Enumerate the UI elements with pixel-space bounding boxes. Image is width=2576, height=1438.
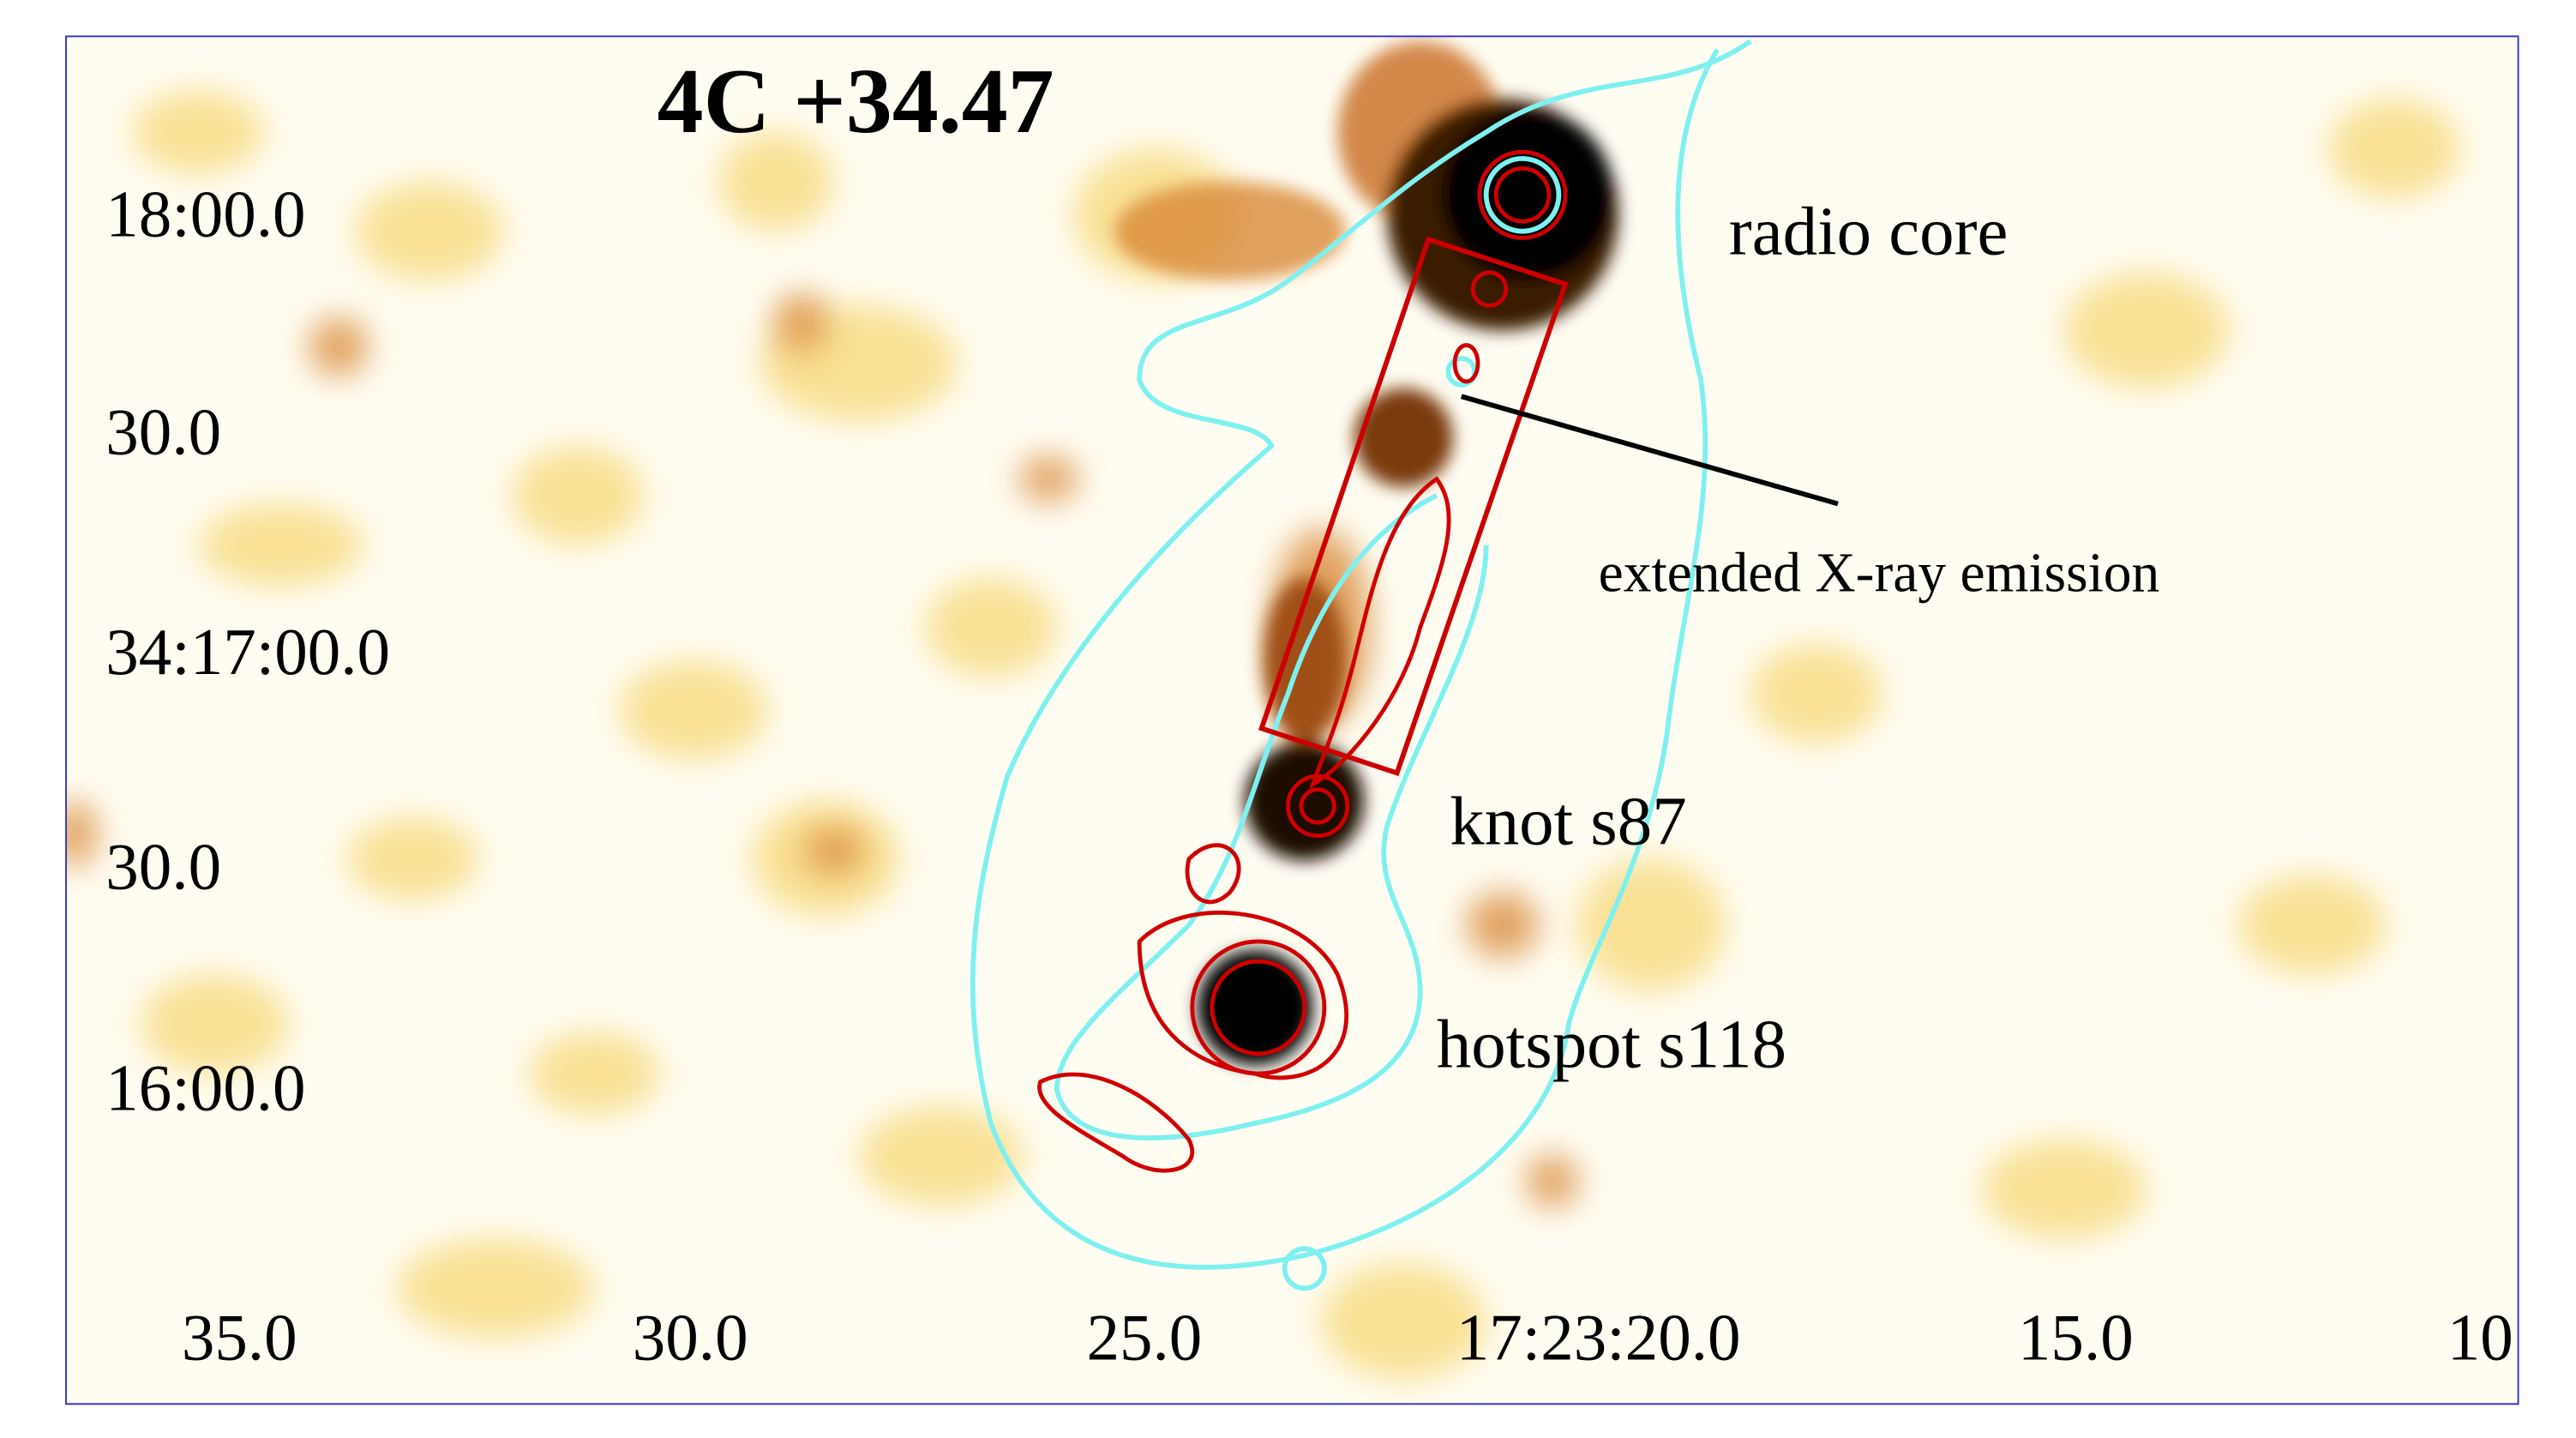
title: 4C +34.47 bbox=[658, 51, 1054, 153]
x-tick-label: 15.0 bbox=[2018, 1300, 2134, 1374]
x-axis-labels: 35.0 30.0 25.0 17:23:20.0 15.0 10 bbox=[182, 1300, 2513, 1374]
x-tick-label: 25.0 bbox=[1086, 1300, 1202, 1374]
annotation: knot s87 bbox=[1450, 783, 1686, 859]
x-tick-label: 10 bbox=[2447, 1300, 2513, 1374]
annotation: hotspot s118 bbox=[1437, 1006, 1786, 1082]
y-tick-label: 30.0 bbox=[105, 395, 221, 469]
y-tick-label: 30.0 bbox=[105, 829, 221, 903]
annotation: radio core bbox=[1729, 194, 2009, 270]
y-axis-labels: 18:00.0 30.0 34:17:00.0 30.0 16:00.0 bbox=[105, 177, 390, 1124]
frame bbox=[65, 35, 2519, 1405]
y-tick-label: 18:00.0 bbox=[105, 177, 305, 250]
y-tick-label: 16:00.0 bbox=[105, 1050, 305, 1124]
xray-image bbox=[66, 36, 2519, 1405]
x-tick-label: 30.0 bbox=[633, 1300, 748, 1374]
x-tick-label: 35.0 bbox=[182, 1300, 297, 1374]
x-tick-label: 17:23:20.0 bbox=[1456, 1300, 1741, 1374]
y-tick-label: 34:17:00.0 bbox=[105, 615, 390, 689]
annotation: extended X-ray emission bbox=[1599, 543, 2160, 605]
